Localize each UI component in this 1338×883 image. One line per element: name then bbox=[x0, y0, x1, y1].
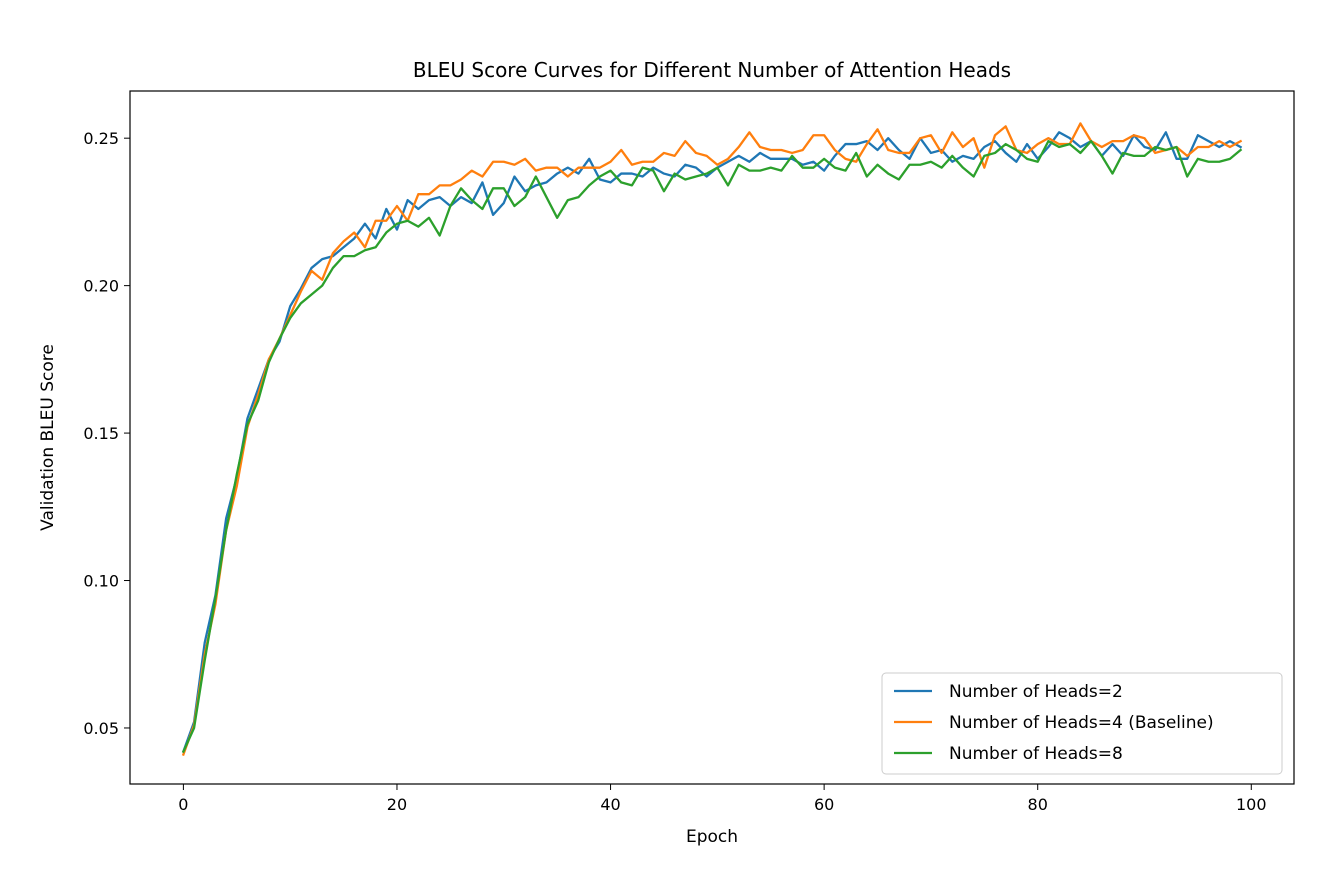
x-tick-label: 0 bbox=[178, 795, 188, 814]
x-tick-label: 60 bbox=[814, 795, 834, 814]
y-tick-label: 0.15 bbox=[83, 424, 119, 443]
legend-box bbox=[881, 672, 1283, 775]
legend-label-2: Number of Heads=4 (Baseline) bbox=[949, 713, 1214, 733]
y-tick-label: 0.25 bbox=[83, 129, 119, 148]
legend: Number of Heads=2 Number of Heads=4 (Base… bbox=[881, 672, 1283, 775]
x-tick-label: 40 bbox=[600, 795, 620, 814]
y-tick-label: 0.20 bbox=[83, 277, 119, 296]
legend-label-1: Number of Heads=2 bbox=[949, 682, 1123, 702]
series-layer bbox=[181, 122, 1243, 756]
legend-label-3: Number of Heads=8 bbox=[949, 744, 1123, 764]
series-line-1 bbox=[181, 131, 1243, 754]
x-axis: 0 20 40 60 80 100 bbox=[178, 784, 1267, 814]
legend-items: Number of Heads=2 Number of Heads=4 (Base… bbox=[894, 682, 1214, 764]
y-axis: 0.05 0.10 0.15 0.20 0.25 bbox=[83, 129, 130, 738]
chart-title: BLEU Score Curves for Different Number o… bbox=[413, 58, 1011, 82]
plot-frame bbox=[129, 90, 1295, 785]
y-axis-label: Validation BLEU Score bbox=[38, 344, 58, 531]
series-line-3 bbox=[181, 139, 1243, 754]
y-tick-label: 0.05 bbox=[83, 719, 119, 738]
y-tick-label: 0.10 bbox=[83, 572, 119, 591]
x-tick-label: 80 bbox=[1028, 795, 1048, 814]
x-tick-label: 20 bbox=[387, 795, 407, 814]
x-tick-label: 100 bbox=[1236, 795, 1267, 814]
x-axis-label: Epoch bbox=[686, 827, 738, 847]
series-line-2 bbox=[181, 122, 1243, 756]
